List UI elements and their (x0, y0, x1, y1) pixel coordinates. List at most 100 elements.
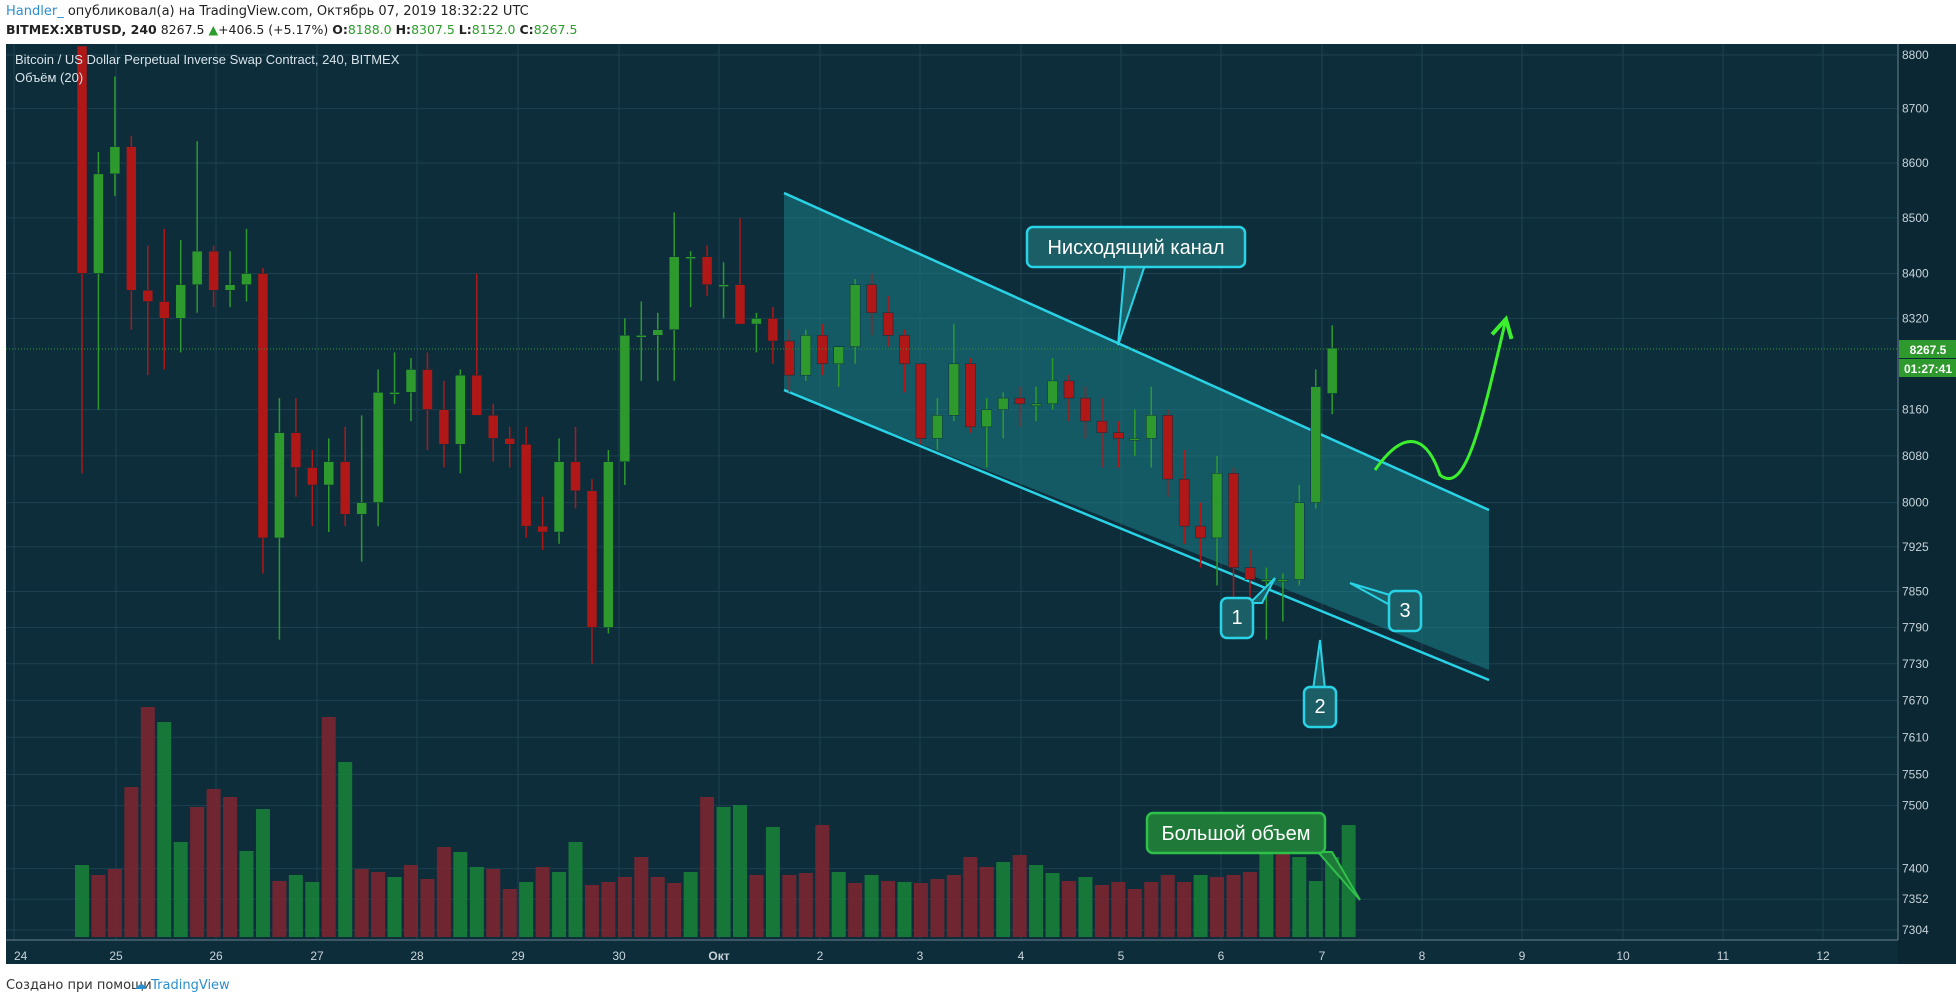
candle-body (915, 363, 927, 439)
chart-area[interactable]: Нисходящий канал Большой объем 1 2 3 880… (0, 44, 1956, 972)
candle-body (1294, 502, 1305, 580)
marker-1-box[interactable] (1219, 596, 1255, 640)
candle-body (817, 335, 828, 365)
candle-body (1277, 579, 1289, 582)
time-tag: 01:27:41 (1904, 362, 1952, 376)
chart-title: Bitcoin / US Dollar Perpetual Inverse Sw… (15, 52, 400, 67)
volume-bar (848, 883, 863, 937)
volume-bars (75, 707, 1356, 937)
volume-label-pointer (1315, 851, 1361, 901)
x-tick-label: 9 (1519, 949, 1526, 963)
high-value: 8307.5 (411, 22, 455, 37)
volume-bar (321, 717, 336, 937)
marker-1-text: 1 (1231, 607, 1242, 629)
candle-body (932, 415, 943, 439)
volume-bar (486, 869, 501, 937)
time-axis[interactable]: 24 25 26 27 28 29 30 Окт 2 3 4 5 6 7 8 9 10 11 12 (14, 949, 1830, 963)
volume-bar (683, 872, 698, 937)
volume-bar (124, 787, 139, 937)
x-tick-label: 11 (1717, 949, 1730, 963)
volume-bar (91, 875, 106, 937)
volume-bar (650, 877, 665, 937)
candle-body (718, 284, 729, 287)
candle-body (751, 318, 762, 325)
candle-body (1030, 403, 1042, 407)
volume-bar (469, 867, 484, 937)
price-axis[interactable]: 8800 8700 8600 8500 8400 8320 8160 8080 8000 7925… (1902, 48, 1929, 937)
candle-body (734, 284, 746, 325)
volume-bar (881, 881, 896, 937)
volume-label-box[interactable] (1145, 811, 1327, 855)
x-tick-label: 10 (1616, 949, 1630, 963)
candle-body (833, 346, 844, 365)
candle-body (224, 284, 236, 291)
publish-line: Handler_ опубликовал(а) на TradingView.c… (6, 4, 529, 19)
candle-body (126, 146, 137, 291)
x-tick-label: 8 (1419, 949, 1426, 963)
volume-bar (1144, 882, 1159, 937)
marker-2-box[interactable] (1302, 685, 1338, 729)
volume-bar (354, 869, 369, 937)
volume-bar (436, 847, 451, 937)
candle-body (784, 340, 795, 376)
y-tick-label: 8160 (1902, 403, 1929, 417)
channel-upper-line[interactable] (783, 191, 1490, 512)
marker-3-text: 3 (1399, 600, 1410, 622)
volume-bar (1160, 875, 1175, 937)
x-tick-label: 4 (1018, 949, 1025, 963)
candle-body (701, 256, 713, 285)
candle-body (899, 335, 910, 365)
volume-bar (173, 842, 188, 937)
candle-body (504, 438, 515, 445)
volume-bar (288, 875, 303, 937)
channel-label-text: Нисходящий канал (1047, 237, 1224, 259)
candle-body (389, 392, 400, 395)
candle-body (882, 312, 894, 336)
y-tick-label: 7400 (1902, 862, 1929, 876)
candle-body (1261, 579, 1272, 582)
x-tick-label: 12 (1816, 949, 1830, 963)
candle-body (965, 363, 976, 428)
volume-bar (568, 842, 583, 937)
candle-body (636, 335, 647, 338)
candle-body (191, 250, 203, 285)
volume-bar (1308, 881, 1323, 937)
open-label: O: (332, 22, 348, 37)
volume-bar (782, 875, 797, 937)
candle-body (537, 525, 548, 533)
volume-bar (1111, 882, 1126, 937)
volume-bar (1259, 842, 1274, 937)
up-arrow-icon: ▲ (208, 22, 219, 37)
volume-bar (1078, 877, 1093, 937)
candlesticks (76, 45, 1338, 664)
candle-body (1162, 415, 1173, 480)
x-tick-label: 27 (310, 949, 324, 963)
volume-bar (255, 809, 270, 937)
volume-bar (716, 807, 731, 937)
candle-body (159, 301, 170, 319)
volume-bar (1193, 875, 1208, 937)
volume-bar (1045, 873, 1060, 937)
price-change: +406.5 (+5.17%) (218, 22, 329, 37)
author-link[interactable]: Handler_ (6, 4, 64, 19)
volume-bar (1029, 865, 1044, 937)
volume-bar (634, 857, 649, 937)
volume-bar (420, 879, 435, 937)
candle-body (997, 397, 1009, 410)
marker-1-pointer (1247, 577, 1276, 604)
candle-body (685, 256, 696, 259)
y-tick-label: 8500 (1902, 211, 1929, 225)
tradingview-link[interactable]: ☁ TradingView (134, 978, 230, 993)
candle-body (866, 284, 877, 314)
channel-lower-line[interactable] (783, 388, 1490, 682)
x-tick-label: 29 (511, 949, 525, 963)
volume-label-text: Большой объем (1161, 823, 1310, 845)
projection-arrow[interactable] (1373, 323, 1505, 481)
channel-label-box[interactable] (1025, 225, 1247, 269)
candle-body (307, 467, 318, 486)
high-label: H: (395, 22, 412, 37)
volume-bar (700, 797, 715, 937)
x-tick-label: 24 (14, 949, 28, 963)
marker-3-box[interactable] (1387, 589, 1423, 633)
volume-indicator-label: Объём (20) (15, 70, 83, 85)
